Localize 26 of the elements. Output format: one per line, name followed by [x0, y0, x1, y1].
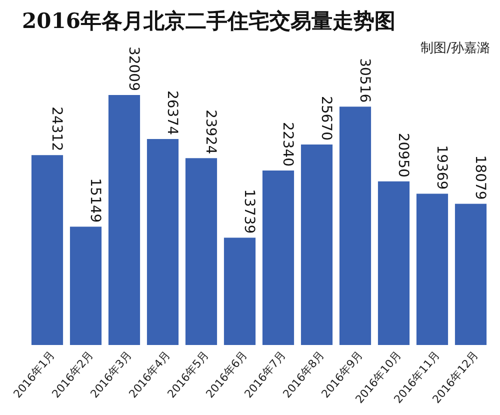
data-label: 19369 [433, 145, 450, 190]
bar [262, 170, 294, 345]
data-label: 18079 [472, 155, 488, 200]
data-label: 20950 [394, 132, 411, 178]
bar [416, 194, 448, 345]
bar [339, 106, 372, 345]
bar [31, 155, 64, 345]
bar [185, 158, 218, 345]
data-label: 24312 [48, 106, 64, 152]
bar [300, 144, 333, 345]
data-label: 23924 [202, 110, 218, 154]
bar [108, 95, 140, 345]
bar [70, 226, 102, 345]
data-label: 25670 [318, 96, 334, 141]
data-label: 30516 [356, 58, 372, 103]
data-label: 15149 [86, 178, 103, 223]
bar [454, 204, 487, 345]
bar [224, 238, 256, 345]
data-label: 32009 [125, 46, 142, 91]
data-label: 26374 [164, 90, 180, 136]
chart-title: 2016年各月北京二手住宅交易量走势图 [22, 8, 396, 33]
data-label: 13739 [240, 189, 257, 234]
text: 制图/孙嘉潞 [420, 41, 490, 56]
bar [146, 139, 179, 345]
bar [378, 181, 410, 345]
data-label: 22340 [279, 122, 296, 167]
